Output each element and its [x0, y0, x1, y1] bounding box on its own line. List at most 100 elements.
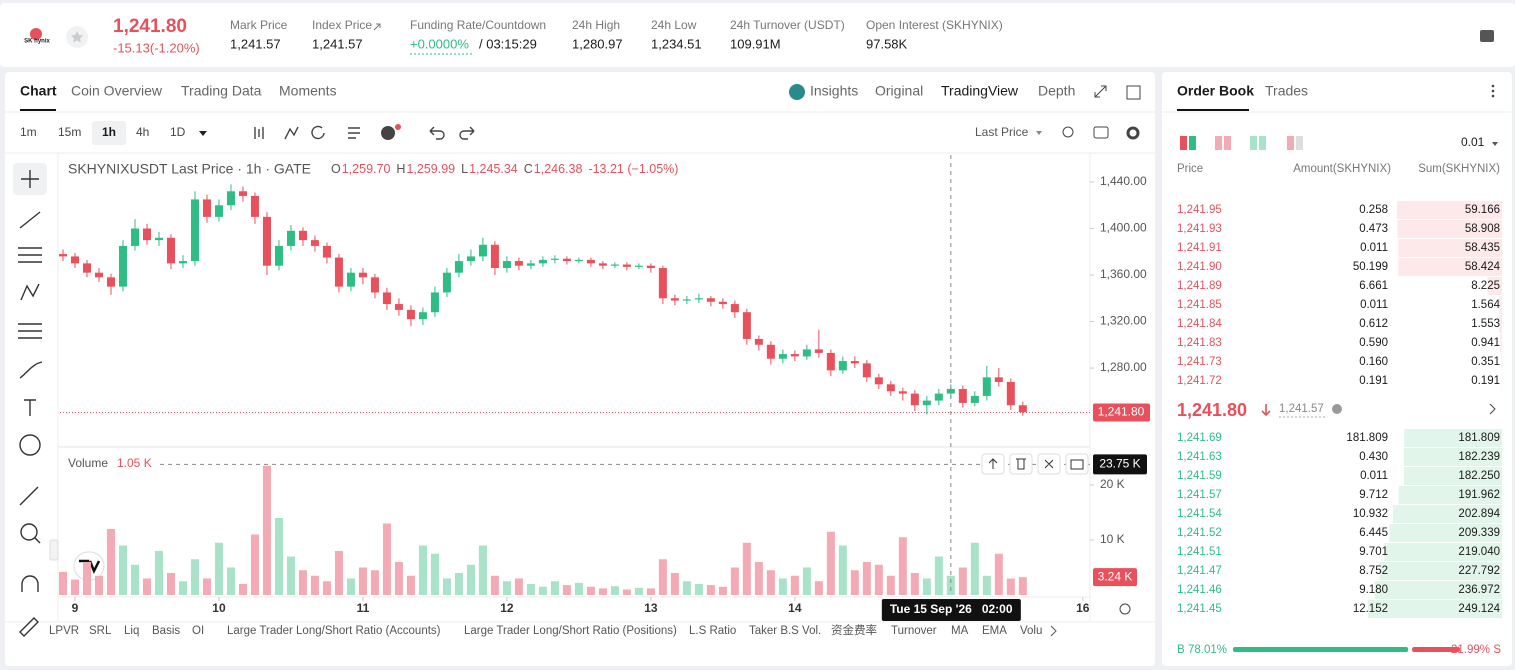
interval[interactable]: 15m — [58, 125, 81, 139]
volume-bar — [922, 578, 931, 595]
indicator-tab[interactable]: EMA — [982, 625, 1007, 637]
indicator-icon[interactable] — [381, 126, 395, 140]
indicator-tab[interactable]: LPVR — [49, 625, 79, 637]
chart-tab[interactable]: Chart — [20, 83, 57, 99]
pane-button[interactable] — [1065, 453, 1089, 475]
indicator-tab[interactable]: Basis — [152, 625, 180, 637]
indicator-tab[interactable]: OI — [192, 625, 204, 637]
indicator-tab[interactable]: Volu — [1020, 625, 1042, 637]
volume-bar — [634, 587, 643, 595]
ob-price[interactable]: 1,241.63 — [1177, 451, 1222, 463]
indicator-tab[interactable]: Turnover — [891, 625, 937, 637]
ohlc-item: -13.21 (−1.05%) — [588, 162, 678, 176]
scroll-arrow[interactable] — [1050, 625, 1057, 637]
ob-price[interactable]: 1,241.91 — [1177, 242, 1222, 254]
chart-tab[interactable]: Trading Data — [181, 83, 262, 99]
ob-price[interactable]: 1,241.47 — [1177, 565, 1222, 577]
sell-bar — [1412, 647, 1460, 652]
ob-tab[interactable]: Order Book — [1177, 83, 1254, 99]
toolbar-icon[interactable] — [254, 127, 264, 139]
ob-price[interactable]: 1,241.83 — [1177, 337, 1222, 349]
ob-price[interactable]: 1,241.95 — [1177, 204, 1222, 216]
ob-price[interactable]: 1,241.84 — [1177, 318, 1222, 330]
sell-ratio: 21.99% — [1451, 644, 1490, 656]
collapse-handle[interactable] — [49, 539, 59, 561]
ob-price[interactable]: 1,241.45 — [1177, 603, 1222, 615]
view-tab[interactable]: Original — [875, 83, 923, 99]
pane-button[interactable] — [1009, 453, 1033, 475]
view-tab[interactable]: TradingView — [941, 83, 1019, 99]
view-icon[interactable] — [1189, 136, 1196, 150]
ob-price[interactable]: 1,241.93 — [1177, 223, 1222, 235]
candle-body — [850, 361, 859, 364]
toolbar-icon[interactable] — [348, 127, 360, 139]
view-tab[interactable]: Depth — [1038, 83, 1075, 99]
precision[interactable]: 0.01 — [1461, 135, 1485, 149]
ob-amount: 10.932 — [1353, 508, 1388, 520]
ob-price[interactable]: 1,241.73 — [1177, 356, 1222, 368]
reset-icon[interactable] — [1119, 603, 1131, 615]
ob-price[interactable]: 1,241.90 — [1177, 261, 1222, 273]
indicator-tab[interactable]: L.S Ratio — [689, 625, 736, 637]
countdown: / 03:15:29 — [479, 36, 537, 51]
interval[interactable]: 1m — [20, 125, 37, 139]
camera-icon[interactable] — [1093, 126, 1109, 139]
indicator-tab[interactable]: SRL — [89, 625, 112, 637]
search-icon[interactable] — [1062, 126, 1074, 138]
ob-price[interactable]: 1,241.59 — [1177, 470, 1222, 482]
ob-price[interactable]: 1,241.51 — [1177, 546, 1222, 558]
toolbar-icon[interactable] — [459, 126, 475, 140]
toolbar-icon[interactable] — [311, 125, 325, 140]
settings-icon[interactable] — [1126, 126, 1140, 140]
ob-price[interactable]: 1,241.54 — [1177, 508, 1222, 520]
stat-label: Index Price — [312, 18, 372, 32]
ob-price[interactable]: 1,241.69 — [1177, 432, 1222, 444]
expand-icon[interactable] — [1094, 85, 1107, 98]
ob-price[interactable]: 1,241.72 — [1177, 375, 1222, 387]
view-icon[interactable] — [1287, 136, 1294, 150]
view-tab[interactable]: Insights — [810, 83, 858, 99]
interval[interactable]: 1D — [170, 125, 186, 139]
view-icon[interactable] — [1250, 136, 1257, 150]
ob-price[interactable]: 1,241.89 — [1177, 280, 1222, 292]
ob-tab[interactable]: Trades — [1265, 83, 1308, 99]
view-icon[interactable] — [1180, 136, 1187, 150]
volume-bar — [322, 581, 331, 595]
depth-bar — [1397, 201, 1502, 219]
book-icon[interactable] — [1480, 30, 1494, 42]
toolbar-icon[interactable] — [284, 126, 299, 140]
indicator-tab[interactable]: Taker B.S Vol. — [749, 625, 821, 637]
chart-tab[interactable]: Moments — [279, 83, 337, 99]
candle-body — [562, 258, 571, 262]
stat-value: 97.58K — [866, 36, 908, 51]
view-icon[interactable] — [1296, 136, 1303, 150]
indicator-tab[interactable]: Large Trader Long/Short Ratio (Positions… — [464, 625, 677, 637]
view-icon[interactable] — [1259, 136, 1266, 150]
indicator-tab[interactable]: Liq — [124, 625, 139, 637]
col-head: Price — [1177, 163, 1203, 175]
chevron[interactable] — [1489, 403, 1496, 415]
candle-body — [886, 384, 895, 392]
price-type[interactable]: Last Price — [975, 125, 1029, 139]
window-icon[interactable] — [1126, 85, 1141, 100]
candle-body — [82, 263, 91, 273]
ob-price[interactable]: 1,241.85 — [1177, 299, 1222, 311]
indicator-tab[interactable]: MA — [951, 625, 969, 637]
volume-bar — [418, 545, 427, 595]
toolbar-icon[interactable] — [429, 126, 445, 140]
indicator-tab[interactable]: Large Trader Long/Short Ratio (Accounts) — [227, 625, 441, 637]
chart-tab[interactable]: Coin Overview — [71, 83, 163, 99]
vol-crosshair-label: 23.75 K — [1099, 457, 1140, 471]
view-icon[interactable] — [1215, 136, 1222, 150]
indicator-tab[interactable]: 资金费率 — [831, 623, 877, 637]
volume-bar — [82, 562, 91, 595]
ob-price[interactable]: 1,241.57 — [1177, 489, 1222, 501]
view-icon[interactable] — [1224, 136, 1231, 150]
interval[interactable]: 4h — [136, 125, 149, 139]
ob-price[interactable]: 1,241.52 — [1177, 527, 1222, 539]
stat-label: Funding Rate/Countdown — [410, 18, 546, 32]
interval[interactable]: 1h — [102, 125, 116, 139]
x-tick-label: 10 — [212, 601, 226, 615]
ob-price[interactable]: 1,241.46 — [1177, 584, 1222, 596]
